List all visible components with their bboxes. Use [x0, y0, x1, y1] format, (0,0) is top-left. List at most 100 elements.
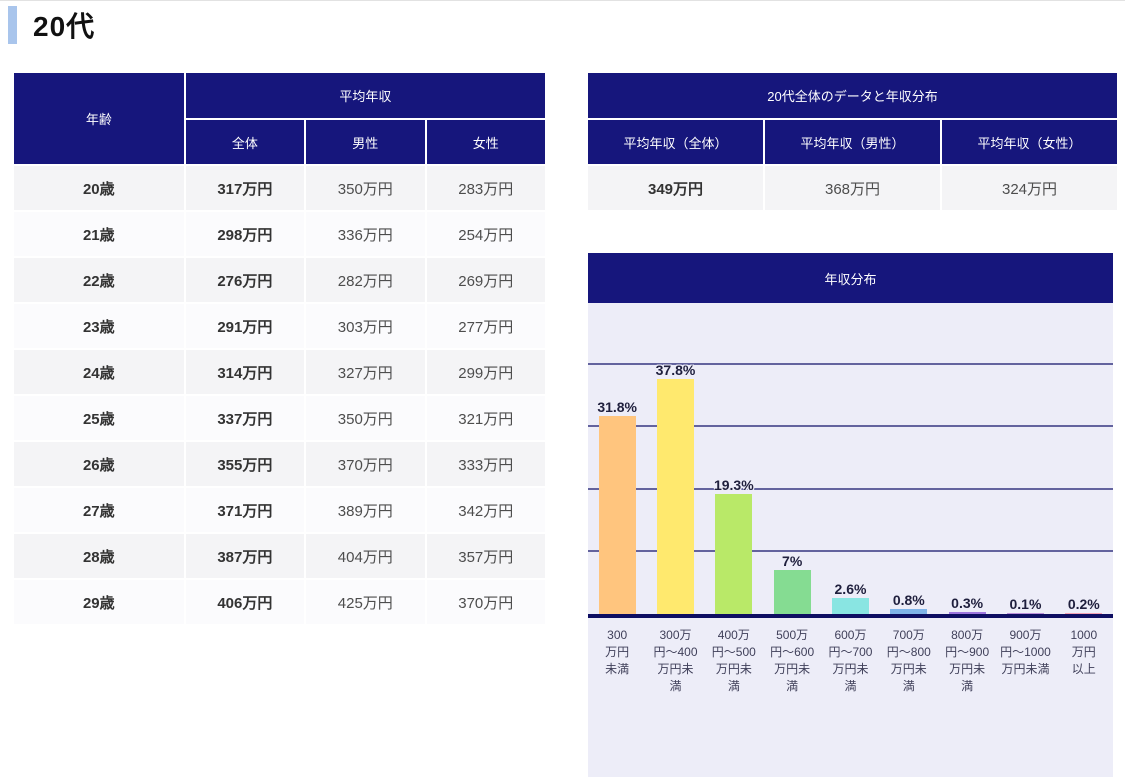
summary-value-male: 368万円 — [765, 166, 940, 210]
overall-cell: 337万円 — [185, 396, 305, 440]
bar-value-label: 7% — [782, 553, 803, 569]
bar — [598, 416, 636, 614]
bar — [890, 609, 928, 614]
col-header-age: 年齢 — [14, 73, 184, 164]
x-axis-label: 600万 円～700 万円未 満 — [828, 628, 873, 693]
x-axis-label: 700万 円～800 万円未 満 — [886, 628, 931, 693]
bar — [831, 598, 869, 614]
table-row: 20歳 317万円 350万円 283万円 — [14, 166, 545, 210]
age-cell: 24歳 — [14, 350, 184, 394]
table-row: 349万円 368万円 324万円 — [588, 166, 1118, 210]
table-row: 24歳 314万円 327万円 299万円 — [14, 350, 545, 394]
female-cell: 321万円 — [426, 396, 545, 440]
summary-table-title: 20代全体のデータと年収分布 — [588, 73, 1118, 118]
female-cell: 370万円 — [426, 580, 545, 624]
male-cell: 404万円 — [306, 534, 425, 578]
age-cell: 25歳 — [14, 396, 184, 440]
table-row: 29歳 406万円 425万円 370万円 — [14, 580, 545, 624]
bar-column: 0.2% — [1055, 596, 1113, 614]
female-cell: 283万円 — [426, 166, 545, 210]
x-axis-label: 400万 円～500 万円未 満 — [711, 628, 756, 693]
x-axis-label: 900万 円～1000 万円未満 — [1000, 628, 1051, 676]
male-cell: 336万円 — [306, 212, 425, 256]
gridline-10pct — [588, 550, 1113, 552]
chart-title: 年収分布 — [588, 253, 1113, 303]
col-header-male: 男性 — [306, 120, 425, 164]
age-cell: 22歳 — [14, 258, 184, 302]
male-cell: 370万円 — [306, 442, 425, 486]
male-cell: 327万円 — [306, 350, 425, 394]
age-cell: 23歳 — [14, 304, 184, 348]
summary-col-male: 平均年収（男性） — [765, 120, 940, 164]
x-axis-label: 800万 円～900 万円未 満 — [945, 628, 990, 693]
bar-value-label: 19.3% — [713, 477, 754, 493]
female-cell: 254万円 — [426, 212, 545, 256]
summary-value-overall: 349万円 — [588, 166, 763, 210]
table-row: 27歳 371万円 389万円 342万円 — [14, 488, 545, 532]
x-axis-label: 300万 円～400 万円未 満 — [653, 628, 698, 693]
bar-value-label: 37.8% — [655, 362, 696, 378]
age-cell: 20歳 — [14, 166, 184, 210]
overall-cell: 387万円 — [185, 534, 305, 578]
age-cell: 28歳 — [14, 534, 184, 578]
male-cell: 282万円 — [306, 258, 425, 302]
table-row: 25歳 337万円 350万円 321万円 — [14, 396, 545, 440]
bar-column: 0.8% — [880, 592, 938, 614]
title-accent-bar — [8, 6, 17, 44]
overall-cell: 371万円 — [185, 488, 305, 532]
col-header-avg-income: 平均年収 — [185, 73, 545, 118]
x-axis-labels: 300 万円 未満 300万 円～400 万円未 満 400万 円～500 万円… — [588, 618, 1113, 777]
table-row: 28歳 387万円 404万円 357万円 — [14, 534, 545, 578]
summary-col-overall: 平均年収（全体） — [588, 120, 763, 164]
summary-table: 20代全体のデータと年収分布 平均年収（全体） 平均年収（男性） 平均年収（女性… — [586, 71, 1120, 212]
bar-value-label: 31.8% — [597, 399, 638, 415]
female-cell: 342万円 — [426, 488, 545, 532]
bar-column: 0.3% — [938, 595, 996, 614]
female-cell: 299万円 — [426, 350, 545, 394]
income-distribution-chart: 年収分布 31.8% 37.8% 19.3% 7% — [588, 253, 1113, 777]
bar-value-label: 0.2% — [1067, 596, 1100, 612]
overall-cell: 314万円 — [185, 350, 305, 394]
bar — [656, 379, 694, 614]
bar — [948, 612, 986, 614]
bar-column: 37.8% — [646, 362, 704, 614]
bar-column: 31.8% — [588, 399, 646, 614]
male-cell: 389万円 — [306, 488, 425, 532]
overall-cell: 355万円 — [185, 442, 305, 486]
male-cell: 303万円 — [306, 304, 425, 348]
table-row: 26歳 355万円 370万円 333万円 — [14, 442, 545, 486]
female-cell: 277万円 — [426, 304, 545, 348]
col-header-female: 女性 — [426, 120, 545, 164]
male-cell: 350万円 — [306, 396, 425, 440]
table-row: 23歳 291万円 303万円 277万円 — [14, 304, 545, 348]
bar — [773, 570, 811, 614]
bar-column: 0.1% — [996, 596, 1054, 614]
x-axis-baseline — [588, 614, 1113, 618]
col-header-overall: 全体 — [185, 120, 305, 164]
bar-value-label: 0.3% — [951, 595, 984, 611]
bar — [1065, 613, 1103, 614]
table-row: 21歳 298万円 336万円 254万円 — [14, 212, 545, 256]
summary-col-female: 平均年収（女性） — [942, 120, 1118, 164]
overall-cell: 406万円 — [185, 580, 305, 624]
bar-column: 2.6% — [821, 581, 879, 614]
x-axis-label: 300 万円 未満 — [605, 628, 630, 676]
gridline-20pct — [588, 488, 1113, 490]
male-cell: 425万円 — [306, 580, 425, 624]
age-cell: 29歳 — [14, 580, 184, 624]
bar — [715, 494, 753, 614]
overall-cell: 276万円 — [185, 258, 305, 302]
x-axis-label: 1000 万円 以上 — [1070, 628, 1098, 676]
summary-value-female: 324万円 — [942, 166, 1118, 210]
gridline-40pct — [588, 363, 1113, 365]
male-cell: 350万円 — [306, 166, 425, 210]
age-income-table: 年齢 平均年収 全体 男性 女性 20歳 317万円 350万円 283万円 2… — [12, 71, 547, 626]
overall-cell: 317万円 — [185, 166, 305, 210]
page-title: 20代 — [33, 11, 96, 42]
plot-wrap: 31.8% 37.8% 19.3% 7% 2.6% 0.8% — [588, 303, 1113, 777]
age-cell: 26歳 — [14, 442, 184, 486]
bar-value-label: 2.6% — [834, 581, 867, 597]
age-cell: 21歳 — [14, 212, 184, 256]
female-cell: 269万円 — [426, 258, 545, 302]
page-header: 20代 — [8, 5, 95, 45]
